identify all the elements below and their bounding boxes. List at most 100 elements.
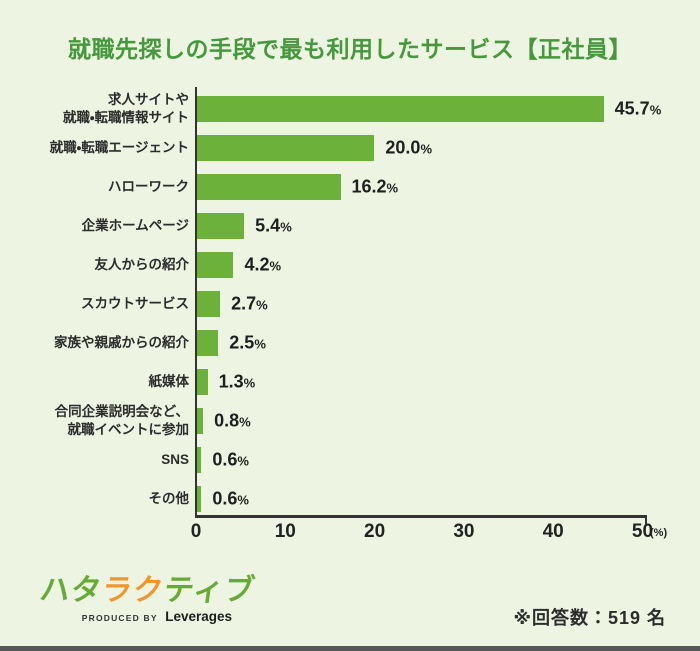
bar xyxy=(196,407,204,434)
category-label-line: スカウトサービス xyxy=(81,295,189,311)
percent-sign: % xyxy=(280,219,292,234)
bar-row: その他 0.6% xyxy=(0,479,700,518)
category-label: 紙媒体 xyxy=(0,373,190,391)
category-label: SNS xyxy=(0,451,189,469)
bar xyxy=(196,95,604,122)
category-label-line: 家族や親戚からの紹介 xyxy=(54,334,189,350)
bar-row: 合同企業説明会など、就職イベントに参加 0.8% xyxy=(0,401,700,440)
logo-char: ハ xyxy=(37,574,74,607)
bar-rows: 求人サイトや就職・転職情報サイト 45.7% 就職・転職エージェント 20.0% ハロー… xyxy=(0,89,700,518)
category-label-line: 就職・転職情報サイト xyxy=(62,109,189,125)
category-label-line: 求人サイトや xyxy=(108,91,189,107)
x-axis-line xyxy=(195,515,647,518)
value-label: 5.4% xyxy=(255,215,292,236)
value-number: 1.3 xyxy=(218,371,244,391)
percent-sign: % xyxy=(269,258,282,273)
logo-char: ラ xyxy=(99,574,136,607)
logo-char: ィ xyxy=(190,574,227,607)
value-label: 2.5% xyxy=(229,332,266,353)
bar-track: 16.2% xyxy=(196,173,642,200)
category-label: 企業ホームページ xyxy=(0,217,189,235)
leverages-wordmark: Leverages xyxy=(165,609,232,624)
bar-track: 45.7% xyxy=(196,95,661,122)
bar-track: 20.0% xyxy=(196,134,642,161)
value-number: 16.2 xyxy=(351,176,387,196)
bar-row: ハローワーク 16.2% xyxy=(0,167,700,206)
category-label: 合同企業説明会など、就職イベントに参加 xyxy=(0,403,189,438)
category-label-line: 企業ホームページ xyxy=(81,217,189,233)
category-label: スカウトサービス xyxy=(0,295,189,313)
bar-track: 4.2% xyxy=(196,251,642,278)
bar xyxy=(196,485,202,512)
category-label-line: 就職・転職エージェント xyxy=(49,139,189,155)
percent-sign: % xyxy=(239,414,251,429)
percent-sign: % xyxy=(243,375,256,390)
bar-track: 2.5% xyxy=(196,329,642,356)
chart-title: 就職先探しの手段で最も利用したサービス【正社員】 xyxy=(68,36,632,62)
value-label: 0.8% xyxy=(214,410,251,431)
bar-row: 就職・転職エージェント 20.0% xyxy=(0,128,700,167)
bottom-border-bar xyxy=(0,646,700,651)
value-label: 2.7% xyxy=(231,293,268,314)
category-label: 家族や親戚からの紹介 xyxy=(0,334,189,352)
bar xyxy=(196,212,245,239)
bar-row: スカウトサービス 2.7% xyxy=(0,284,700,323)
category-label-line: 就職イベントに参加 xyxy=(67,421,190,437)
value-number: 0.8 xyxy=(214,410,240,430)
bar xyxy=(196,134,375,161)
value-label: 0.6% xyxy=(212,488,249,509)
value-number: 0.6 xyxy=(212,449,238,469)
x-tick-label: 50 xyxy=(631,521,654,542)
bar-track: 1.3% xyxy=(196,368,642,395)
logo-char: ク xyxy=(130,574,167,607)
bar-row: 求人サイトや就職・転職情報サイト 45.7% xyxy=(0,89,700,128)
x-axis-end-tick xyxy=(645,515,647,524)
value-number: 20.0 xyxy=(385,137,421,157)
value-label: 16.2% xyxy=(352,176,399,197)
bar-track: 0.8% xyxy=(196,407,642,434)
produced-by-line: PRODUCED BY Leverages xyxy=(40,608,232,626)
bar-row: 紙媒体 1.3% xyxy=(0,362,700,401)
bar xyxy=(196,329,219,356)
bar xyxy=(196,368,208,395)
bar-row: 友人からの紹介 4.2% xyxy=(0,245,700,284)
logo-char: タ xyxy=(68,574,105,607)
percent-sign: % xyxy=(420,141,432,156)
x-tick-label: 10 xyxy=(274,521,296,542)
bar-track: 2.7% xyxy=(196,290,642,317)
percent-sign: % xyxy=(237,453,249,468)
percent-sign: % xyxy=(254,336,266,351)
x-tick-label: 30 xyxy=(453,521,475,542)
value-label: 20.0% xyxy=(385,137,432,158)
bar-row: SNS 0.6% xyxy=(0,440,700,479)
x-axis-unit-label: (%) xyxy=(650,527,668,539)
respondents-note: ※回答数：519 名 xyxy=(513,608,666,628)
category-label-line: 紙媒体 xyxy=(148,373,190,389)
bar xyxy=(196,446,202,473)
category-label-line: 合同企業説明会など、 xyxy=(54,403,189,419)
value-number: 4.2 xyxy=(244,254,270,274)
category-label: 友人からの紹介 xyxy=(0,256,190,274)
category-label: ハローワーク xyxy=(0,178,189,196)
x-tick-label: 40 xyxy=(542,521,564,542)
bar xyxy=(196,251,234,278)
category-label-line: その他 xyxy=(148,490,190,506)
bar-row: 企業ホームページ 5.4% xyxy=(0,206,700,245)
logo-char: ブ xyxy=(221,574,258,607)
footer-logo-block: ハタラクティブ PRODUCED BY Leverages xyxy=(37,574,258,626)
bar-track: 0.6% xyxy=(196,485,642,512)
category-label-line: ハローワーク xyxy=(108,178,189,194)
percent-sign: % xyxy=(237,492,249,507)
x-tick-label: 20 xyxy=(364,521,386,542)
bar-row: 家族や親戚からの紹介 2.5% xyxy=(0,323,700,362)
value-label: 45.7% xyxy=(615,98,662,119)
bar-track: 5.4% xyxy=(196,212,642,239)
bar xyxy=(196,290,221,317)
x-tick-label: 0 xyxy=(190,521,202,542)
percent-sign: % xyxy=(649,102,662,117)
bar xyxy=(196,173,341,200)
produced-by-label: PRODUCED BY xyxy=(81,613,158,623)
percent-sign: % xyxy=(256,297,268,312)
